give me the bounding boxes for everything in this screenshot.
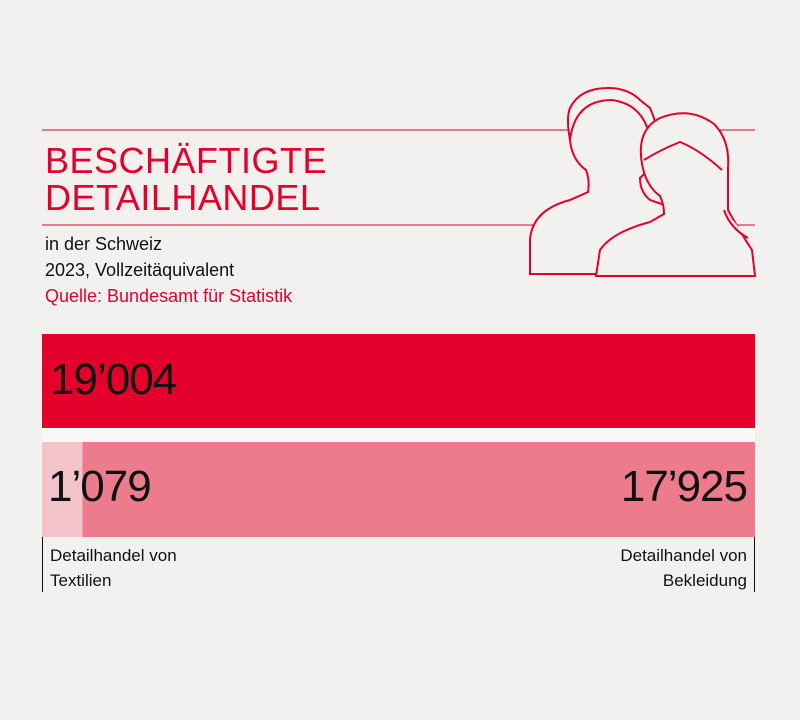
bar-segment: [82, 442, 756, 537]
value-label: 1’079: [48, 462, 152, 511]
bar-segment: [42, 442, 83, 537]
subtitle: in der Schweiz: [45, 234, 163, 254]
source: Quelle: Bundesamt für Statistik: [45, 286, 293, 306]
value-label: 17’925: [620, 462, 748, 511]
title: BESCHÄFTIGTE DETAILHANDEL: [45, 140, 328, 218]
subtitle: 2023, Vollzeitäquivalent: [45, 260, 235, 280]
value-label: 19’004: [50, 355, 177, 404]
legend-label: Detailhandel von Textilien: [50, 546, 177, 590]
people-icon: [529, 86, 757, 277]
legend-label: Detailhandel von Bekleidung: [620, 546, 747, 590]
total-bar: [42, 334, 755, 428]
separator: [42, 428, 755, 442]
